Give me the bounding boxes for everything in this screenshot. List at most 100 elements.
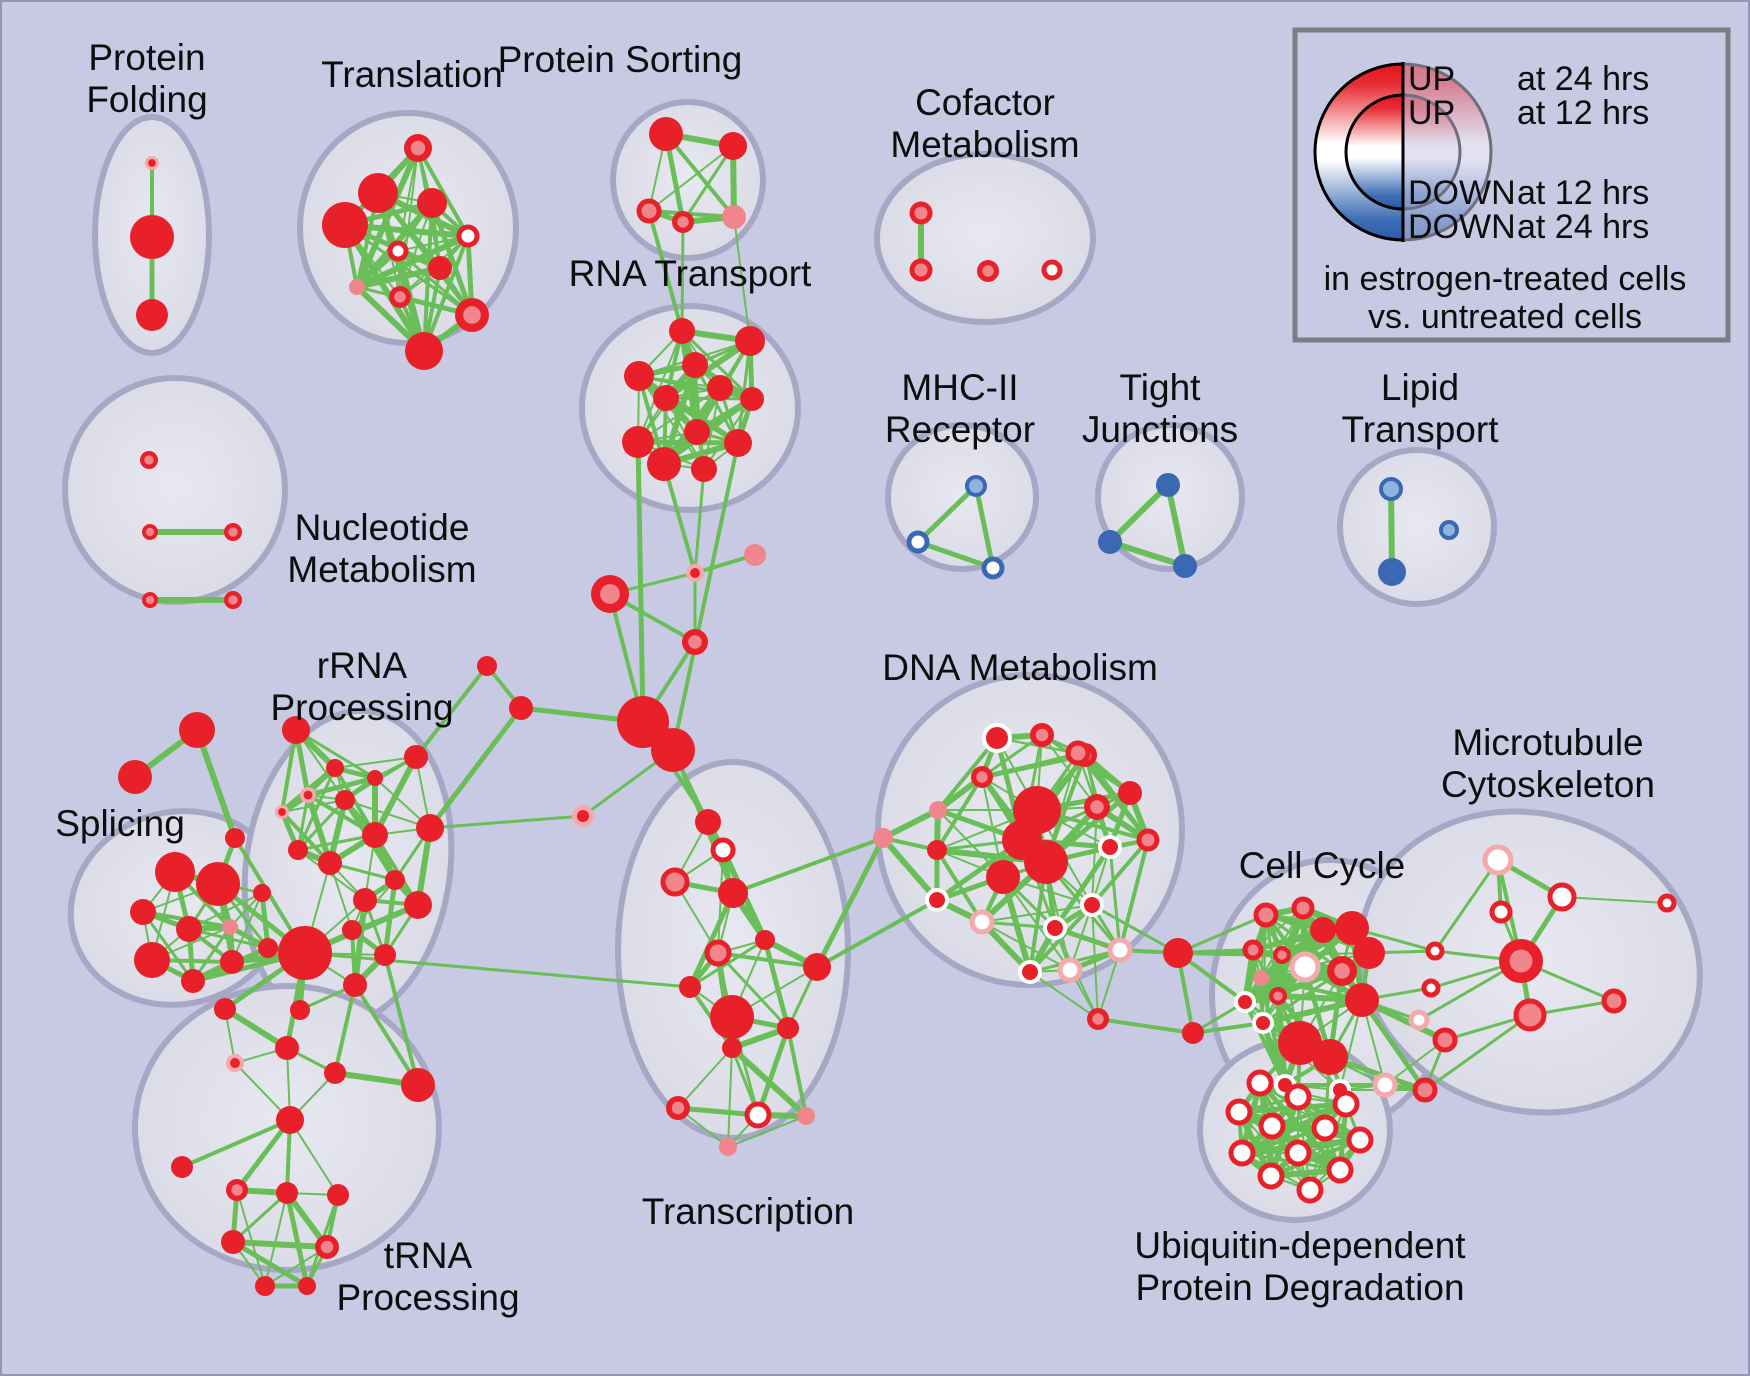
node-microtubule-cytoskeleton xyxy=(1499,939,1543,983)
node-trna-processing xyxy=(226,1054,244,1072)
node-trna-processing xyxy=(275,1036,299,1060)
node-splicing xyxy=(176,916,202,942)
edge-transcription xyxy=(716,951,819,969)
edge-dna-metabolism xyxy=(1041,734,1098,808)
node-cell-cycle xyxy=(1242,939,1264,961)
edge-bridge xyxy=(1433,858,1500,953)
node-rrna-processing xyxy=(374,944,396,966)
edge-splicing xyxy=(231,892,263,963)
node-dna-metabolism-circle xyxy=(976,771,988,783)
label-nucleotide-metabolism: Nucleotide xyxy=(295,507,470,548)
node-rrna-processing-circle xyxy=(278,808,286,816)
node-connector xyxy=(1408,1009,1430,1031)
node-trna-processing-circle xyxy=(324,1062,346,1084)
node-ubiquitin-degradation xyxy=(1284,1139,1312,1167)
node-nucleotide-metabolism xyxy=(142,524,158,540)
label-microtubule-cytoskeleton: Microtubule xyxy=(1452,722,1643,763)
node-transcription xyxy=(718,878,748,908)
node-connector-circle xyxy=(617,696,669,748)
edge-bridge xyxy=(1090,903,1180,955)
node-connector xyxy=(591,575,629,613)
label-protein-folding: Folding xyxy=(86,79,207,120)
node-rrna-processing-circle xyxy=(303,790,313,800)
edge-cell-cycle xyxy=(1359,997,1428,1093)
node-rna-transport xyxy=(653,385,679,411)
edge-bridge xyxy=(1176,913,1268,955)
node-connector xyxy=(225,828,245,848)
node-translation-circle xyxy=(463,306,481,324)
node-rrna-processing xyxy=(278,926,332,980)
edge-cell-cycle xyxy=(1243,928,1325,1004)
label-rrna-processing: Processing xyxy=(270,687,453,728)
node-rrna-processing xyxy=(367,770,383,786)
node-tight-junctions-circle xyxy=(1098,530,1122,554)
node-connector-circle xyxy=(600,584,620,604)
node-connector xyxy=(1421,978,1441,998)
node-ubiquitin-degradation-circle xyxy=(1225,1098,1253,1126)
node-ubiquitin-degradation-circle xyxy=(1346,1126,1374,1154)
node-translation xyxy=(349,279,365,295)
node-trna-processing-circle xyxy=(298,1277,316,1295)
node-rrna-processing xyxy=(282,716,310,744)
node-splicing-circle xyxy=(155,852,195,892)
node-cell-cycle-circle xyxy=(1334,963,1350,979)
node-ubiquitin-degradation xyxy=(1326,1156,1354,1184)
node-connector-circle xyxy=(688,635,702,649)
node-trna-processing xyxy=(298,1277,316,1295)
node-ubiquitin-degradation-circle xyxy=(1284,1139,1312,1167)
node-microtubule-cytoskeleton xyxy=(1482,844,1514,876)
node-rrna-processing xyxy=(362,822,388,848)
legend-right-half-wash xyxy=(1403,62,1493,242)
node-rna-transport-circle xyxy=(647,447,681,481)
node-microtubule-cytoskeleton-circle xyxy=(1547,882,1577,912)
edge-transcription xyxy=(729,1045,809,1119)
node-dna-metabolism xyxy=(1098,835,1122,859)
node-dna-metabolism xyxy=(873,828,893,848)
node-rna-transport-circle xyxy=(669,318,695,344)
edge-rna-transport xyxy=(637,387,721,443)
node-rrna-processing xyxy=(342,920,362,940)
node-tight-junctions xyxy=(1173,554,1197,578)
node-cell-cycle-circle xyxy=(1372,1072,1398,1098)
node-nucleotide-metabolism xyxy=(224,523,242,541)
node-microtubule-cytoskeleton-circle xyxy=(1509,949,1533,973)
node-rrna-processing-circle xyxy=(362,822,388,848)
label-cell-cycle: Cell Cycle xyxy=(1239,845,1406,886)
node-dna-metabolism xyxy=(986,860,1020,894)
node-microtubule-cytoskeleton xyxy=(1601,988,1627,1014)
edge-dna-metabolism xyxy=(981,921,1071,971)
node-connector-circle xyxy=(509,696,533,720)
node-translation xyxy=(405,332,443,370)
node-rrna-processing-circle xyxy=(353,888,377,912)
node-connector-circle xyxy=(477,656,497,676)
node-connector xyxy=(1425,941,1445,961)
node-mhc-ii-receptor xyxy=(965,475,987,497)
node-trna-processing-circle xyxy=(231,1184,243,1196)
node-dna-metabolism-circle xyxy=(1092,1013,1104,1025)
edge-dna-metabolism xyxy=(980,733,1044,779)
node-ubiquitin-degradation xyxy=(1284,1083,1312,1111)
node-connector xyxy=(651,728,695,772)
edge-protein-sorting xyxy=(664,132,736,219)
label-rrna-processing: rRNA xyxy=(317,645,408,686)
edge-rrna-processing xyxy=(352,897,368,988)
node-lipid-transport-circle xyxy=(1379,477,1403,501)
node-dna-metabolism xyxy=(982,723,1012,753)
node-mhc-ii-receptor-circle xyxy=(981,556,1005,580)
node-cell-cycle-circle xyxy=(1253,970,1269,986)
node-transcription xyxy=(777,1017,799,1039)
node-cell-cycle xyxy=(1345,983,1379,1017)
node-connector-circle xyxy=(171,1156,193,1178)
edge-bridge xyxy=(731,836,885,895)
label-dna-metabolism: DNA Metabolism xyxy=(882,647,1158,688)
node-ubiquitin-degradation xyxy=(1258,1112,1286,1140)
node-translation-circle xyxy=(394,291,406,303)
node-dna-metabolism xyxy=(925,888,949,912)
node-mhc-ii-receptor xyxy=(906,530,930,554)
label-transcription: Transcription xyxy=(642,1191,854,1232)
label-rna-transport: RNA Transport xyxy=(569,253,812,294)
node-cell-cycle xyxy=(1412,1077,1438,1103)
node-connector-circle xyxy=(744,544,766,566)
edge-tight-junctions xyxy=(1107,539,1188,569)
edge-translation xyxy=(343,223,474,317)
